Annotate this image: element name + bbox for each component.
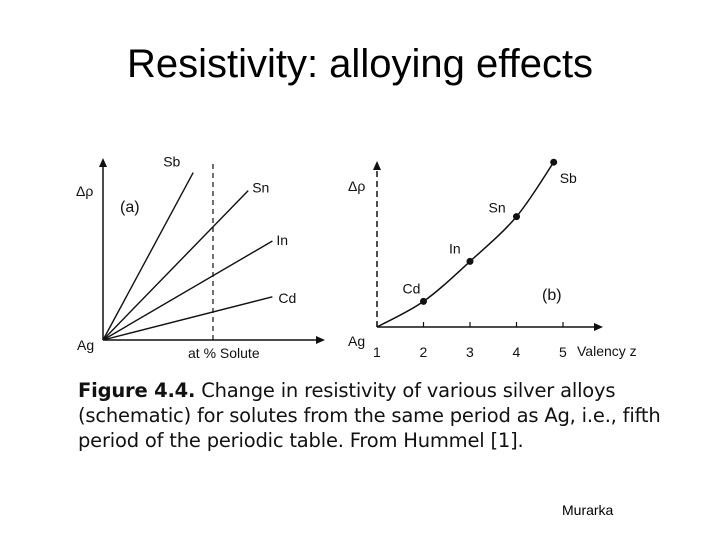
x-axis-arrow: [594, 323, 603, 331]
x-axis-label: at % Solute: [188, 345, 260, 361]
x-tick-label-5: 5: [559, 344, 567, 360]
point-label-in: In: [449, 240, 461, 256]
series-label-sb: Sb: [163, 154, 180, 170]
series-line-sn: [102, 190, 249, 341]
panel-a: Δρ (a) Ag at % Solute Sb Sn In Cd: [76, 154, 325, 361]
figure-caption: Figure 4.4. Change in resistivity of var…: [78, 378, 668, 453]
series-label-in: In: [276, 232, 288, 248]
series-line-sb: [102, 172, 194, 341]
x-axis-arrow: [316, 336, 325, 344]
point-label-cd: Cd: [403, 280, 421, 296]
y-axis-arrow: [99, 158, 107, 167]
x-tick-label-3: 3: [466, 344, 474, 360]
caption-text: Change in resistivity of various silver …: [78, 379, 661, 452]
y-axis-label: Δρ: [76, 183, 93, 199]
author-name: Murarka: [562, 502, 614, 518]
series-label-sn: Sn: [252, 180, 269, 196]
slide-title: Resistivity: alloying effects: [126, 42, 594, 86]
x-axis-label: Valency z: [577, 343, 637, 359]
point-sn: [513, 213, 520, 221]
point-cd: [420, 297, 427, 305]
panel-label: (b): [542, 287, 562, 304]
point-label-sb: Sb: [560, 170, 577, 186]
caption-label: Figure 4.4.: [78, 379, 196, 402]
series-label-cd: Cd: [278, 290, 296, 306]
valency-curve: [376, 161, 555, 328]
y-axis-arrow: [373, 161, 381, 170]
point-in: [466, 257, 474, 265]
series-line-cd: [102, 296, 273, 341]
point-sb: [550, 158, 558, 166]
figure-panels: Δρ (a) Ag at % Solute Sb Sn In Cd Δρ (b) Ag Valenc…: [76, 154, 637, 361]
panel-label: (a): [120, 199, 140, 216]
x-tick-label-2: 2: [420, 344, 428, 360]
x-tick-label-1: 1: [373, 344, 381, 360]
y-axis-label: Δρ: [348, 178, 365, 194]
point-label-sn: Sn: [489, 200, 506, 216]
panel-b: Δρ (b) Ag Valency z 1 2 3 4 5 Cd In Sn Sb: [348, 158, 637, 360]
x-tick-label-4: 4: [513, 344, 521, 360]
origin-label: Ag: [77, 337, 94, 353]
series-line-in: [102, 240, 273, 341]
origin-label: Ag: [348, 333, 365, 349]
